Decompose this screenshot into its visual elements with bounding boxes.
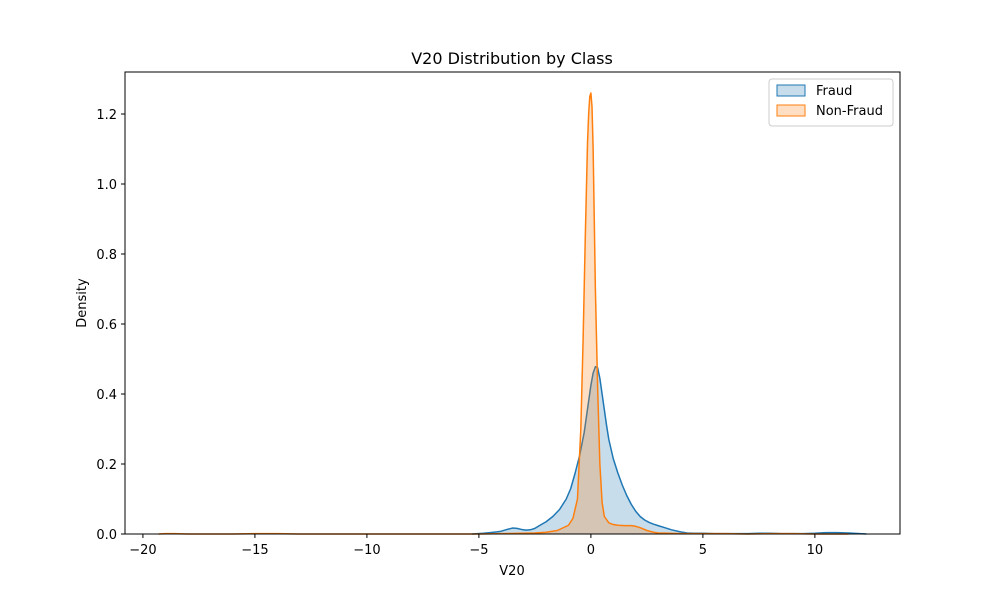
plot-area [125,72,900,534]
legend-swatch-fraud [777,85,805,96]
y-axis-label: Density [75,278,90,328]
y-tick-label: 0.2 [96,458,117,473]
x-axis: −20 −15 −10 −5 0 5 10 [129,534,823,558]
y-tick-label: 0.0 [96,528,117,543]
chart-title: V20 Distribution by Class [411,49,613,68]
y-tick-label: 1.0 [96,178,117,193]
y-tick-label: 0.4 [96,388,117,403]
x-tick-label: −10 [353,543,380,558]
legend-label-fraud: Fraud [816,84,852,99]
x-tick-label: 5 [699,543,707,558]
x-axis-label: V20 [499,564,524,579]
y-tick-label: 1.2 [96,108,117,123]
legend: Fraud Non-Fraud [769,79,893,126]
legend-label-non-fraud: Non-Fraud [816,104,883,119]
y-tick-label: 0.8 [96,248,117,263]
x-tick-label: 10 [807,543,824,558]
legend-swatch-non-fraud [777,105,805,116]
x-tick-label: −15 [241,543,268,558]
x-tick-label: 0 [587,543,595,558]
x-tick-label: −5 [469,543,488,558]
y-tick-label: 0.6 [96,318,117,333]
y-axis: 0.0 0.2 0.4 0.6 0.8 1.0 1.2 [96,108,125,543]
x-tick-label: −20 [129,543,156,558]
